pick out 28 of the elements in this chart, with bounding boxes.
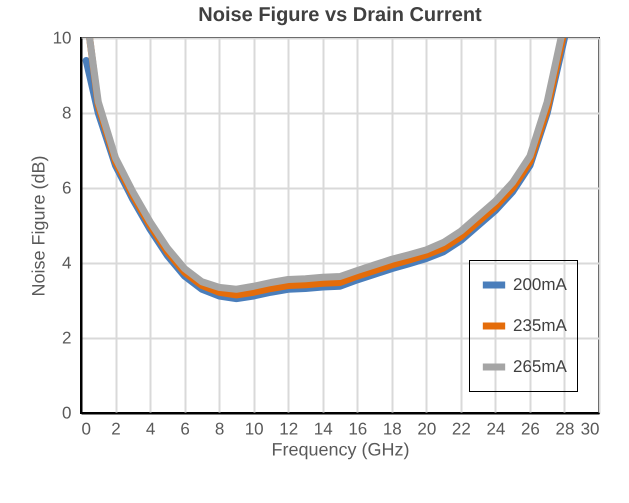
legend-label: 200mA	[513, 275, 568, 294]
x-tick-label: 0	[82, 420, 91, 438]
y-tick-label: 8	[62, 104, 72, 122]
y-tick-label: 0	[62, 404, 72, 422]
x-tick-label: 16	[348, 420, 368, 438]
y-tick-label: 10	[52, 28, 72, 48]
x-tick-label: 6	[180, 420, 190, 438]
y-tick-label: 6	[62, 178, 72, 198]
legend-label: 235mA	[513, 316, 568, 335]
chart-title: Noise Figure vs Drain Current	[198, 4, 482, 26]
x-tick-label: 26	[520, 420, 540, 438]
x-tick-label: 10	[244, 420, 264, 438]
x-tick-label: 4	[146, 420, 156, 438]
x-tick-label: 14	[314, 420, 333, 438]
x-tick-label: 22	[452, 420, 471, 438]
x-tick-label: 8	[214, 420, 224, 438]
x-tick-label: 30	[580, 420, 600, 438]
x-tick-label: 24	[486, 420, 506, 438]
y-tick-label: 2	[62, 328, 72, 348]
legend-label: 265mA	[513, 357, 568, 376]
x-tick-label: 12	[279, 420, 298, 438]
x-axis-title: Frequency (GHz)	[271, 440, 410, 460]
x-tick-label: 28	[556, 420, 574, 438]
y-axis-title: Noise Figure (dB)	[28, 155, 49, 297]
x-tick-label: 2	[111, 420, 121, 438]
y-tick-label: 4	[62, 254, 72, 272]
x-tick-label: 20	[417, 420, 436, 438]
x-tick-label: 18	[382, 420, 402, 438]
